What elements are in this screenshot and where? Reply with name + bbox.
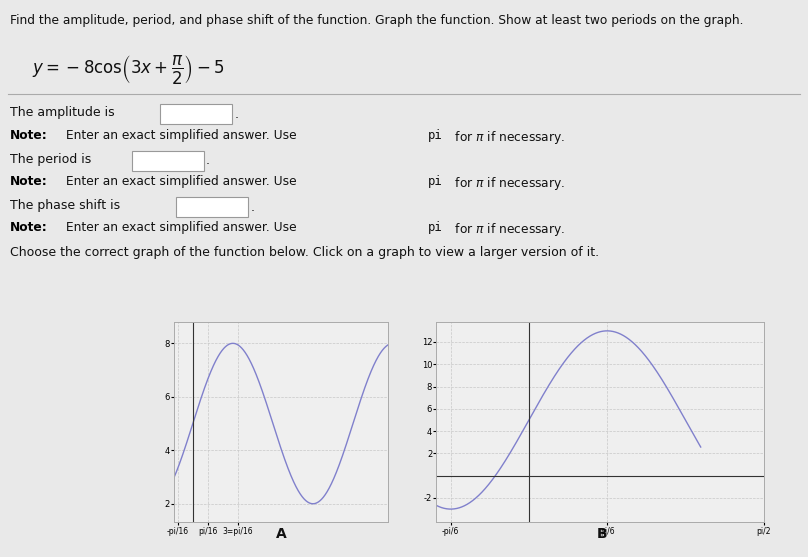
Text: for $\pi$ if necessary.: for $\pi$ if necessary. (451, 129, 565, 146)
Text: B: B (596, 527, 608, 541)
Text: The period is: The period is (10, 153, 91, 165)
Text: pi: pi (428, 129, 443, 141)
Text: .: . (234, 108, 238, 121)
Text: Note:: Note: (10, 129, 48, 141)
Text: The phase shift is: The phase shift is (10, 199, 120, 212)
Text: Note:: Note: (10, 175, 48, 188)
Text: Enter an exact simplified answer. Use: Enter an exact simplified answer. Use (62, 129, 301, 141)
FancyBboxPatch shape (160, 104, 232, 124)
Text: for $\pi$ if necessary.: for $\pi$ if necessary. (451, 175, 565, 192)
Text: The amplitude is: The amplitude is (10, 106, 114, 119)
Text: Enter an exact simplified answer. Use: Enter an exact simplified answer. Use (62, 175, 301, 188)
Text: for $\pi$ if necessary.: for $\pi$ if necessary. (451, 221, 565, 238)
Text: Enter an exact simplified answer. Use: Enter an exact simplified answer. Use (62, 221, 301, 234)
Text: A: A (276, 527, 287, 541)
FancyBboxPatch shape (132, 151, 204, 171)
Text: Find the amplitude, period, and phase shift of the function. Graph the function.: Find the amplitude, period, and phase sh… (10, 14, 743, 27)
Text: pi: pi (428, 221, 443, 234)
Text: .: . (206, 154, 210, 168)
Text: Note:: Note: (10, 221, 48, 234)
Text: pi: pi (428, 175, 443, 188)
Text: $y = -8\cos\!\left(3x + \dfrac{\pi}{2}\right) - 5$: $y = -8\cos\!\left(3x + \dfrac{\pi}{2}\r… (32, 53, 225, 86)
Text: .: . (250, 201, 255, 214)
FancyBboxPatch shape (176, 197, 248, 217)
Text: Choose the correct graph of the function below. Click on a graph to view a large: Choose the correct graph of the function… (10, 246, 599, 259)
